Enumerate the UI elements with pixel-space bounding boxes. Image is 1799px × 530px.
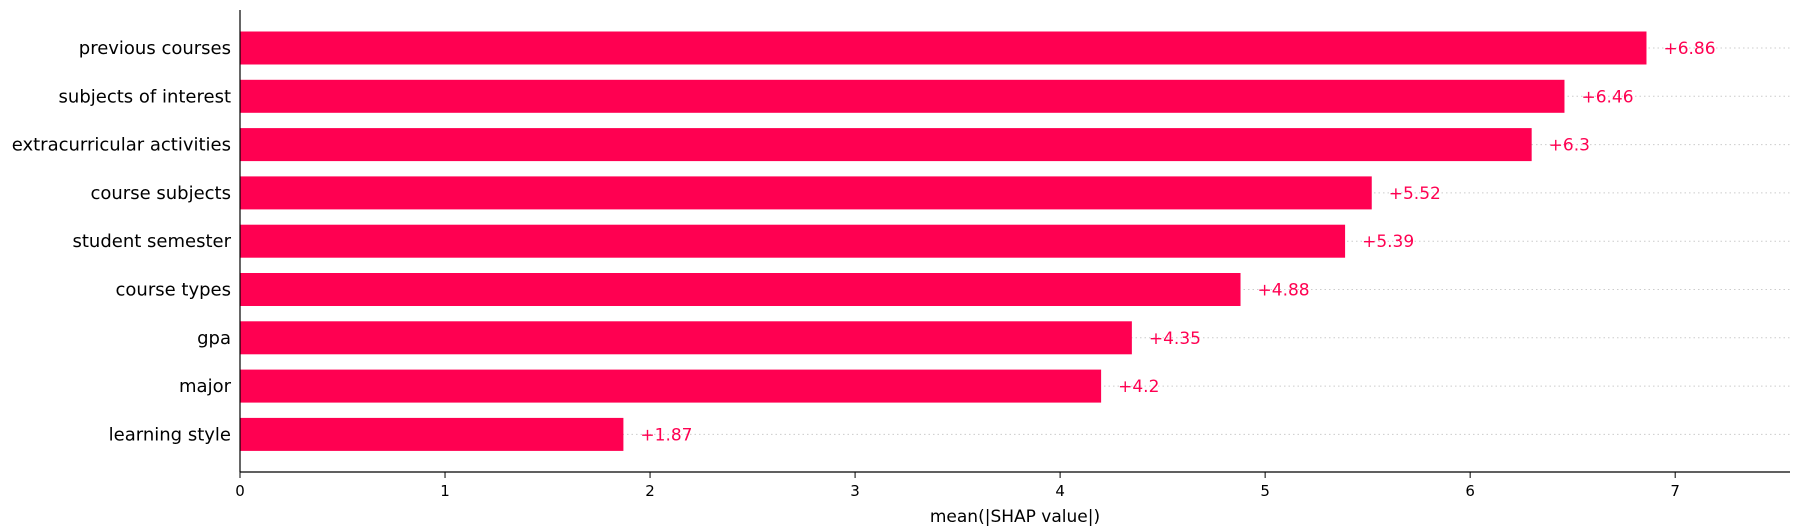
value-label: +4.35 (1149, 329, 1201, 349)
value-label: +6.3 (1549, 136, 1590, 156)
x-tick-label: 2 (645, 482, 655, 500)
category-label: previous courses (79, 38, 231, 59)
x-axis-title: mean(|SHAP value|) (930, 507, 1100, 527)
value-label: +6.46 (1581, 87, 1633, 107)
category-label: course subjects (90, 183, 231, 204)
category-label: major (179, 376, 232, 397)
bar-previous-courses (240, 31, 1647, 65)
category-labels: previous courses subjects of interest extr… (12, 38, 232, 445)
x-tick-label: 5 (1260, 482, 1270, 500)
value-label: +4.88 (1258, 281, 1310, 301)
bar-course-types (240, 273, 1241, 306)
value-label: +5.52 (1389, 184, 1441, 204)
x-tick-label: 0 (235, 482, 245, 500)
category-label: extracurricular activities (12, 135, 231, 156)
x-tick-label: 3 (850, 482, 860, 500)
bar-student-semester (240, 224, 1346, 258)
bar-learning-style (240, 417, 624, 451)
x-tick-label: 4 (1055, 482, 1065, 500)
x-tick-label: 7 (1670, 482, 1680, 500)
bars-group (240, 31, 1647, 451)
value-label: +1.87 (640, 425, 692, 445)
category-label: gpa (197, 328, 231, 349)
x-tick-label: 1 (440, 482, 450, 500)
bar-gpa (240, 321, 1132, 355)
value-label: +5.39 (1362, 232, 1414, 252)
category-label: learning style (109, 424, 231, 445)
bar-major (240, 369, 1102, 403)
x-axis-ticks: 0 1 2 3 4 5 6 7 (235, 472, 1680, 500)
value-labels: +6.86 +6.46 +6.3 +5.52 +5.39 +4.88 +4.35 +4.2 +1… (640, 39, 1715, 445)
bar-subjects-of-interest (240, 79, 1565, 113)
bar-extracurricular-activities (240, 128, 1532, 162)
category-label: student semester (72, 231, 231, 252)
value-label: +6.86 (1663, 39, 1715, 59)
value-label: +4.2 (1118, 377, 1159, 397)
category-label: subjects of interest (59, 86, 231, 107)
bar-course-subjects (240, 176, 1372, 210)
x-tick-label: 6 (1465, 482, 1475, 500)
category-label: course types (116, 280, 231, 301)
